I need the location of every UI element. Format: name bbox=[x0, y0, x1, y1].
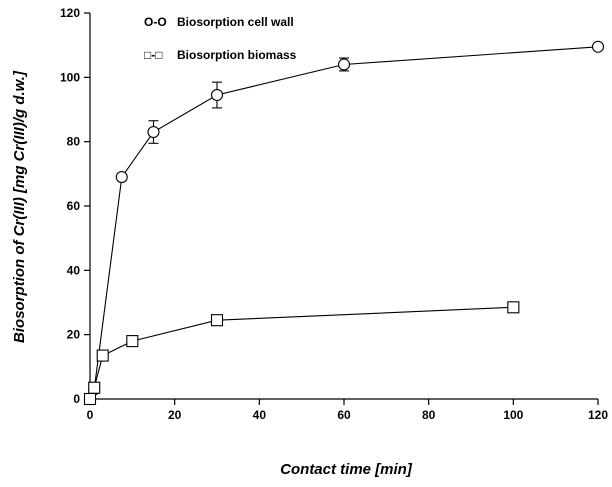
legend-label-biomass: Biosorption biomass bbox=[177, 48, 297, 62]
y-tick-label: 40 bbox=[67, 263, 81, 277]
y-axis-title: Biosorption of Cr(III) [mg Cr(III)/g d.w… bbox=[11, 70, 28, 343]
legend-symbol-cell-wall: O-O bbox=[144, 15, 167, 29]
legend-symbol-biomass: □-□ bbox=[144, 48, 163, 62]
data-point bbox=[507, 301, 520, 314]
data-point bbox=[88, 381, 101, 394]
data-point bbox=[83, 392, 97, 406]
series-biomass bbox=[83, 301, 520, 406]
x-tick-label: 60 bbox=[337, 408, 351, 422]
data-point bbox=[96, 349, 109, 362]
y-tick-label: 120 bbox=[60, 6, 80, 20]
data-point bbox=[115, 171, 128, 184]
y-tick-label: 100 bbox=[60, 70, 80, 84]
series-line bbox=[89, 46, 599, 400]
x-tick-label: 80 bbox=[422, 408, 436, 422]
y-tick-label: 60 bbox=[67, 199, 81, 213]
y-tick-label: 20 bbox=[67, 328, 81, 342]
x-tick-label: 40 bbox=[253, 408, 267, 422]
y-tick-label: 0 bbox=[73, 392, 80, 406]
data-point bbox=[126, 335, 139, 348]
data-point bbox=[210, 88, 224, 102]
data-point bbox=[337, 58, 351, 71]
data-point bbox=[210, 314, 224, 327]
series-line bbox=[89, 306, 514, 400]
x-tick-label: 0 bbox=[87, 408, 94, 422]
series-cell-wall bbox=[83, 40, 605, 406]
axes: 0 20 40 60 80 100 120 0 20 40 60 80 100 120 bbox=[60, 6, 608, 422]
x-axis-title: Contact time [min] bbox=[280, 461, 413, 478]
data-point bbox=[147, 125, 160, 139]
legend: O-O Biosorption cell wall □-□ Biosorptio… bbox=[144, 15, 297, 62]
x-tick-label: 100 bbox=[503, 408, 523, 422]
x-tick-label: 20 bbox=[168, 408, 182, 422]
x-tick-label: 120 bbox=[588, 408, 608, 422]
series-layer bbox=[83, 40, 605, 406]
data-point bbox=[591, 40, 605, 53]
y-tick-label: 80 bbox=[67, 135, 81, 149]
legend-label-cell-wall: Biosorption cell wall bbox=[177, 15, 294, 29]
